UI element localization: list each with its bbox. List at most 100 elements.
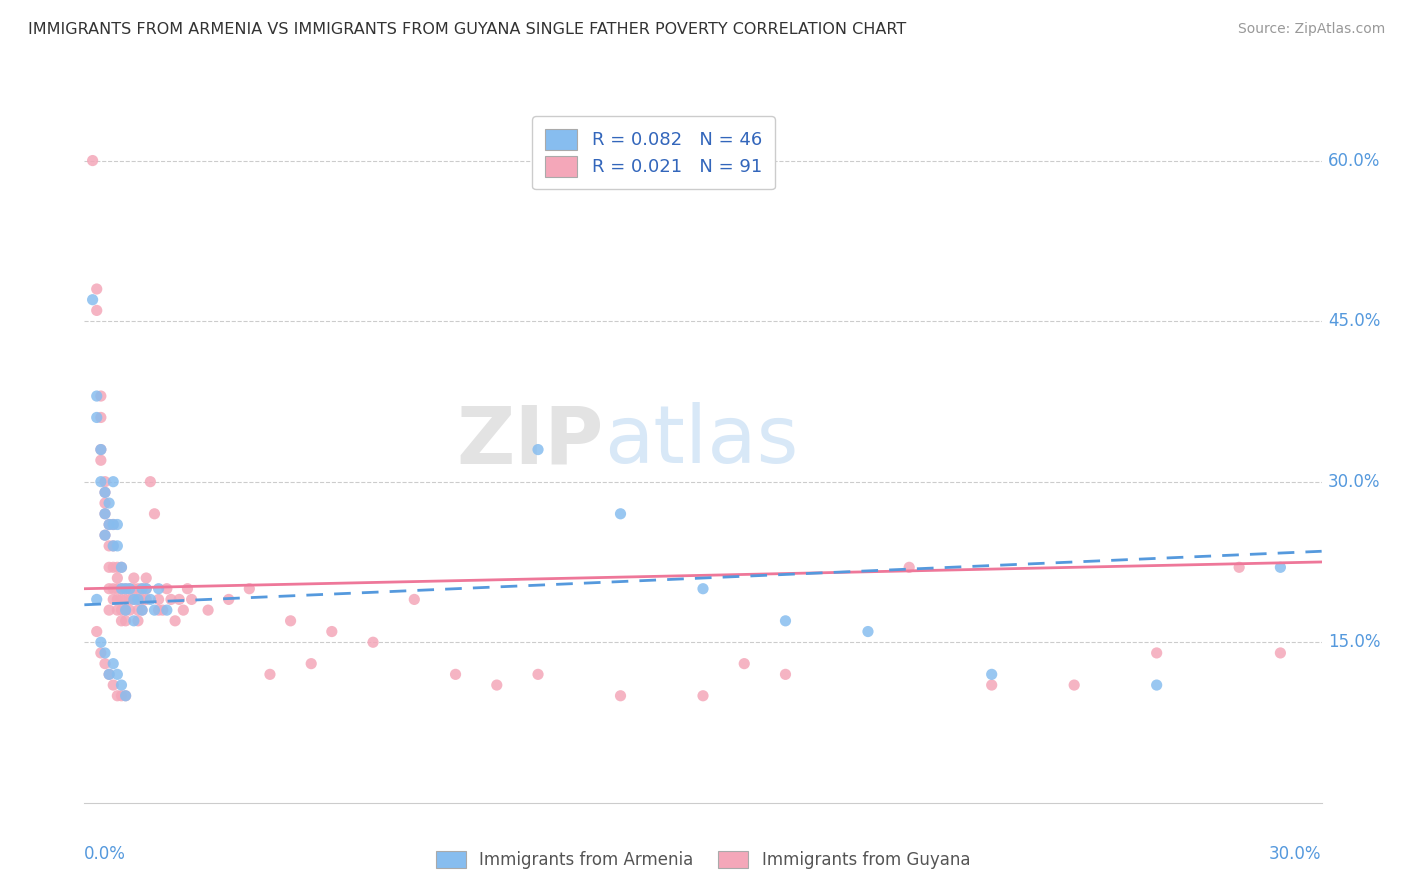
Point (131, 582, 153, 596)
Point (114, 603, 136, 617)
Text: atlas: atlas (605, 402, 799, 480)
Legend: R = 0.082   N = 46, R = 0.021   N = 91: R = 0.082 N = 46, R = 0.021 N = 91 (533, 116, 775, 189)
Point (94, 496, 117, 510)
Point (90, 635, 112, 649)
Point (90, 442, 112, 457)
Point (94, 507, 117, 521)
Point (110, 678, 132, 692)
Point (105, 689, 128, 703)
Point (105, 667, 128, 681)
Point (86, 592, 108, 607)
Point (131, 582, 153, 596)
Point (609, 689, 631, 703)
Point (180, 592, 202, 607)
Point (118, 603, 141, 617)
Point (980, 667, 1002, 681)
Text: 0.0%: 0.0% (84, 845, 127, 863)
Point (238, 582, 260, 596)
Point (1270, 646, 1292, 660)
Point (98, 667, 121, 681)
Point (110, 582, 132, 596)
Text: IMMIGRANTS FROM ARMENIA VS IMMIGRANTS FROM GUYANA SINGLE FATHER POVERTY CORRELAT: IMMIGRANTS FROM ARMENIA VS IMMIGRANTS FR… (28, 22, 907, 37)
Point (90, 410, 112, 425)
Point (103, 582, 125, 596)
Point (361, 635, 384, 649)
Point (110, 689, 132, 703)
Point (127, 592, 149, 607)
Point (1146, 678, 1168, 692)
Point (692, 582, 714, 596)
Point (94, 657, 117, 671)
Point (485, 678, 508, 692)
Point (444, 667, 467, 681)
Point (127, 614, 149, 628)
Point (127, 582, 149, 596)
Point (176, 582, 198, 596)
Point (143, 603, 166, 617)
Point (122, 614, 145, 628)
Point (86, 624, 108, 639)
Point (1270, 560, 1292, 574)
Point (86, 303, 108, 318)
Point (172, 603, 194, 617)
Point (1063, 678, 1085, 692)
Point (135, 592, 157, 607)
Point (110, 592, 132, 607)
Point (299, 657, 322, 671)
Point (110, 560, 132, 574)
Point (114, 614, 136, 628)
Text: 45.0%: 45.0% (1327, 312, 1381, 330)
Point (404, 592, 426, 607)
Point (148, 592, 170, 607)
Point (122, 592, 145, 607)
Point (94, 475, 117, 489)
Point (114, 592, 136, 607)
Point (94, 528, 117, 542)
Point (90, 475, 112, 489)
Point (135, 582, 157, 596)
Point (98, 517, 121, 532)
Text: 30.0%: 30.0% (1270, 845, 1322, 863)
Point (733, 657, 755, 671)
Point (527, 442, 550, 457)
Point (156, 582, 179, 596)
Point (148, 603, 170, 617)
Point (321, 624, 343, 639)
Point (105, 603, 128, 617)
Point (122, 582, 145, 596)
Point (103, 517, 125, 532)
Point (135, 582, 157, 596)
Point (103, 539, 125, 553)
Point (118, 582, 141, 596)
Point (135, 571, 157, 585)
Point (98, 582, 121, 596)
Point (856, 624, 879, 639)
Point (1227, 560, 1250, 574)
Text: ZIP: ZIP (457, 402, 605, 480)
Point (110, 582, 132, 596)
Point (609, 507, 631, 521)
Text: 30.0%: 30.0% (1327, 473, 1381, 491)
Point (160, 592, 183, 607)
Point (90, 442, 112, 457)
Legend: Immigrants from Armenia, Immigrants from Guyana: Immigrants from Armenia, Immigrants from… (426, 841, 980, 880)
Point (90, 389, 112, 403)
Point (103, 678, 125, 692)
Point (775, 667, 797, 681)
Point (280, 614, 302, 628)
Point (105, 592, 128, 607)
Point (103, 517, 125, 532)
Point (131, 592, 153, 607)
Point (98, 667, 121, 681)
Point (127, 592, 149, 607)
Point (122, 592, 145, 607)
Point (98, 496, 121, 510)
Point (110, 560, 132, 574)
Point (86, 389, 108, 403)
Point (114, 582, 136, 596)
Point (527, 667, 550, 681)
Point (139, 592, 162, 607)
Text: 60.0%: 60.0% (1327, 152, 1381, 169)
Point (118, 592, 141, 607)
Point (86, 282, 108, 296)
